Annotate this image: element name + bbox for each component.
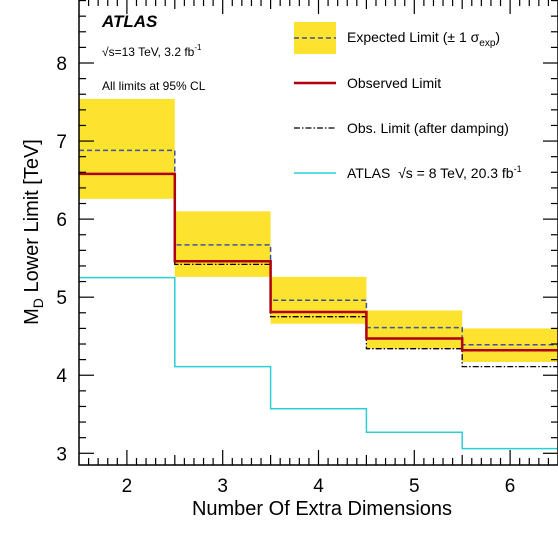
energy-label: √s=13 TeV, 3.2 fb-1 xyxy=(102,43,202,59)
y-tick-label: 7 xyxy=(56,132,67,153)
observed-series-line xyxy=(79,172,558,352)
axis-ticks-group xyxy=(79,0,558,465)
y-tick-label: 3 xyxy=(56,444,67,465)
y-axis-title-main: M xyxy=(21,308,43,325)
legend-run1-label: ATLAS √s = 8 TeV, 20.3 fb-1 xyxy=(347,164,522,181)
series-lines-group xyxy=(79,149,558,450)
tick-labels-group: 2 3 4 5 6 3 4 5 6 7 8 xyxy=(56,54,515,497)
x-tick-label: 2 xyxy=(122,476,133,497)
legend-run1-prefix: ATLAS xyxy=(347,165,398,181)
run1-series-line xyxy=(79,276,558,450)
legend-run1-rest: = 8 TeV, 20.3 fb xyxy=(413,165,514,181)
atlas-label: ATLAS xyxy=(101,12,158,31)
y-axis-title-sub: D xyxy=(30,298,46,308)
confidence-label: All limits at 95% CL xyxy=(102,79,206,93)
energy-rest: =13 TeV, 3.2 fb xyxy=(115,45,195,59)
band-bin-4 xyxy=(270,276,367,324)
legend-expected-label: Expected Limit (± 1 σexp) xyxy=(347,29,500,49)
y-axis-title-rest: Lower Limit [TeV] xyxy=(21,139,43,298)
plot-frame xyxy=(78,0,558,466)
band-bin-3 xyxy=(174,211,271,277)
legend-observed: Observed Limit xyxy=(294,75,441,91)
legend-expected-sub: exp xyxy=(479,38,496,49)
legend-damped-label: Obs. Limit (after damping) xyxy=(347,120,509,136)
x-tick-label: 3 xyxy=(217,476,228,497)
legend-expected: Expected Limit (± 1 σexp) xyxy=(294,22,500,54)
legend-damped: Obs. Limit (after damping) xyxy=(294,120,509,136)
x-axis-title: Number Of Extra Dimensions xyxy=(192,498,452,520)
expected-band-group xyxy=(79,98,558,362)
legend-expected-close: ) xyxy=(495,29,500,45)
y-tick-label: 6 xyxy=(56,210,67,231)
x-tick-label: 4 xyxy=(313,476,324,497)
y-axis-title: MD Lower Limit [TeV] xyxy=(21,139,46,325)
band-bin-5 xyxy=(366,310,463,349)
legend-run1-sup: -1 xyxy=(514,164,522,174)
legend: Expected Limit (± 1 σexp) Observed Limit… xyxy=(294,22,522,181)
band-bin-2 xyxy=(79,98,175,199)
x-tick-label: 6 xyxy=(505,476,516,497)
y-tick-label: 4 xyxy=(56,366,67,387)
y-tick-label: 8 xyxy=(56,54,67,75)
energy-sup: -1 xyxy=(194,43,202,52)
legend-run1: ATLAS √s = 8 TeV, 20.3 fb-1 xyxy=(294,164,522,181)
legend-run1-sqrt: √s xyxy=(398,165,413,181)
legend-expected-main: Expected Limit (± 1 σ xyxy=(347,29,480,45)
expected-series-line xyxy=(79,149,558,346)
y-tick-label: 5 xyxy=(56,288,67,309)
energy-sqrt: √s xyxy=(102,45,115,59)
legend-observed-label: Observed Limit xyxy=(347,75,441,91)
x-tick-label: 5 xyxy=(409,476,420,497)
